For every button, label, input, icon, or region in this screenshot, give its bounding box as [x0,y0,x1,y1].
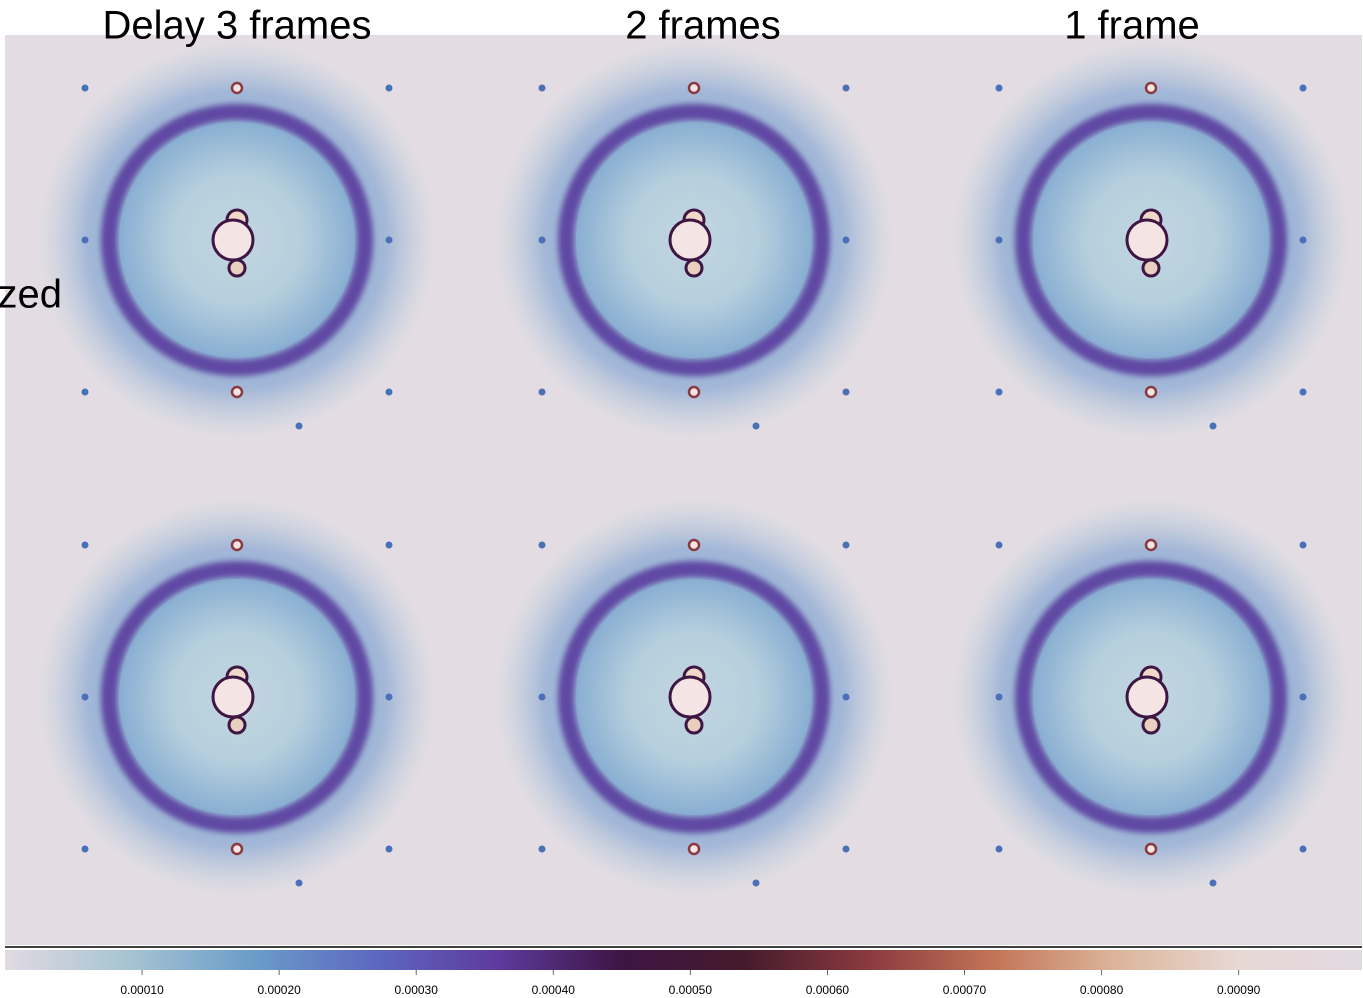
panel-title: 2 frames [625,4,781,48]
panel-image [951,497,1351,897]
panel-title: Delay 3 frames [103,4,372,48]
panel-image [494,40,894,440]
tick-label: 0.00010 [120,983,164,997]
tick-label: 0.00060 [806,983,850,997]
panel-image [37,497,437,897]
panel-image [951,40,1351,440]
tick-label: 0.00020 [257,983,301,997]
tick-label: 0.00090 [1217,983,1261,997]
tick-label: 0.00050 [669,983,713,997]
panel-title: 1 frame [1064,4,1200,48]
tick-label: 0.00030 [395,983,439,997]
panel-image [494,497,894,897]
tick-label: 0.00040 [532,983,576,997]
tick-label: 0.00080 [1080,983,1124,997]
figure: Delay 3 frames 2 frames 1 frame zed 0.00… [0,0,1363,998]
tick-label: 0.00070 [943,983,987,997]
colorbar [5,950,1362,970]
panel-image [37,40,437,440]
side-label: zed [0,273,62,317]
